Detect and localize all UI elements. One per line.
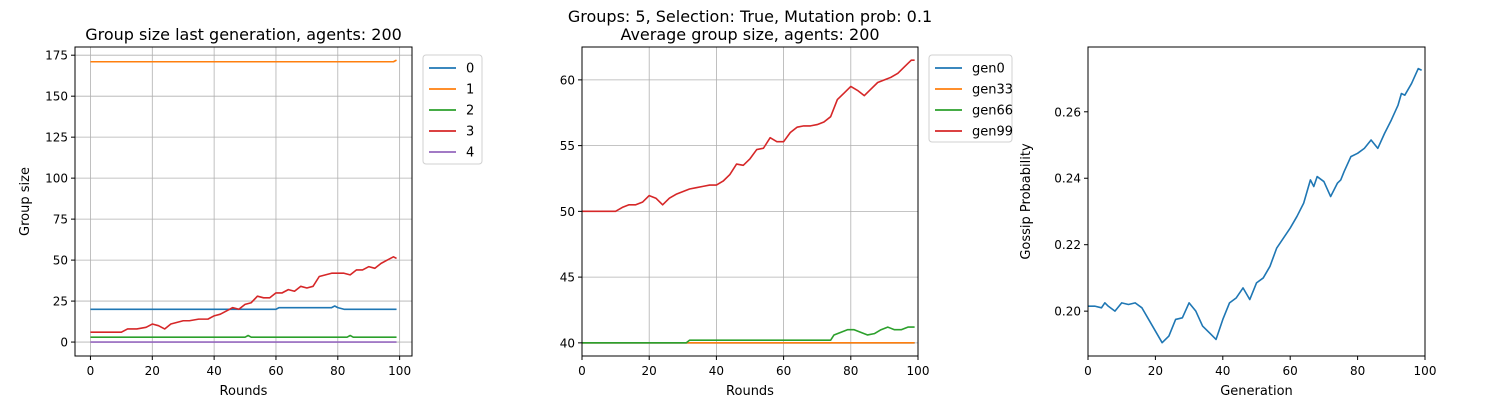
- x-tick-label: 80: [330, 364, 345, 378]
- legend-entry: 1: [466, 83, 474, 98]
- y-tick-label: 75: [53, 213, 68, 227]
- chart-title: Average group size, agents: 200: [620, 25, 879, 44]
- plot-frame: [74, 46, 413, 357]
- x-tick-label: 80: [843, 364, 858, 378]
- gossip-probability-chart: 0 20 40 60 80 100 0.20 0.22 0.24 0.26 Generation Go…: [1019, 46, 1437, 399]
- figure-suptitle-line1: Groups: 5, Selection: True, Mutation pro…: [568, 7, 932, 26]
- y-tick-label: 0.26: [1054, 105, 1081, 119]
- x-tick-label: 60: [1283, 364, 1298, 378]
- x-tick-label: 80: [1350, 364, 1365, 378]
- x-tick-label: 60: [776, 364, 791, 378]
- x-axis-label: Rounds: [726, 384, 774, 399]
- legend-entry: gen66: [972, 104, 1013, 119]
- legend: 0 1 2 3 4: [422, 54, 483, 165]
- x-tick-label: 0: [578, 364, 586, 378]
- legend: gen0 gen33 gen66 gen99: [928, 54, 1013, 143]
- legend-entry: 0: [466, 62, 474, 77]
- x-tick-label: 40: [206, 364, 221, 378]
- x-tick-label: 0: [87, 364, 95, 378]
- x-tick-label: 100: [907, 364, 930, 378]
- legend-entry: 2: [466, 104, 474, 119]
- x-tick-label: 60: [268, 364, 283, 378]
- y-tick-label: 0.24: [1054, 172, 1081, 186]
- legend-box: [928, 54, 1013, 143]
- y-tick-label: 100: [45, 172, 68, 186]
- legend-entry: 4: [466, 146, 474, 161]
- y-tick-label: 150: [45, 90, 68, 104]
- x-tick-label: 20: [145, 364, 160, 378]
- x-tick-label: 100: [388, 364, 411, 378]
- y-tick-label: 0: [60, 336, 68, 350]
- plot-frame: [1087, 46, 1426, 357]
- y-tick-label: 55: [560, 139, 575, 153]
- y-axis-label: Gossip Probability: [1019, 143, 1034, 260]
- legend-entry: gen33: [972, 83, 1013, 98]
- y-axis-label: Group size: [18, 167, 33, 236]
- x-tick-label: 0: [1084, 364, 1092, 378]
- series-line-gen66: [582, 326, 915, 344]
- plot-frame: [581, 46, 919, 357]
- y-tick-label: 60: [560, 73, 575, 87]
- series-line-gen99: [582, 59, 915, 213]
- series-line-3: [90, 256, 397, 334]
- y-tick-label: 40: [560, 336, 575, 350]
- y-tick-label: 0.20: [1054, 305, 1081, 319]
- legend-entry: gen0: [972, 62, 1005, 77]
- x-axis-label: Generation: [1220, 384, 1293, 399]
- x-tick-label: 100: [1414, 364, 1437, 378]
- x-tick-label: 20: [642, 364, 657, 378]
- x-tick-label: 40: [1215, 364, 1230, 378]
- series-line-2: [90, 334, 397, 338]
- y-tick-label: 175: [45, 49, 68, 63]
- legend-entry: 3: [466, 125, 474, 140]
- y-tick-label: 125: [45, 131, 68, 145]
- y-tick-label: 25: [53, 295, 68, 309]
- y-tick-label: 0.22: [1054, 238, 1081, 252]
- chart-title: Group size last generation, agents: 200: [85, 25, 402, 44]
- y-tick-label: 45: [560, 271, 575, 285]
- series-line-gossip-probability: [1088, 67, 1422, 344]
- x-tick-label: 40: [709, 364, 724, 378]
- x-tick-label: 20: [1148, 364, 1163, 378]
- y-tick-label: 50: [53, 254, 68, 268]
- legend-entry: gen99: [972, 125, 1013, 140]
- series-line-0: [90, 305, 397, 311]
- x-axis-label: Rounds: [220, 384, 268, 399]
- series-line-1: [90, 59, 397, 63]
- y-tick-label: 50: [560, 205, 575, 219]
- average-group-size-chart: 0 20 40 60 80 100 40 45 50 55 60 Average group size…: [560, 25, 1013, 399]
